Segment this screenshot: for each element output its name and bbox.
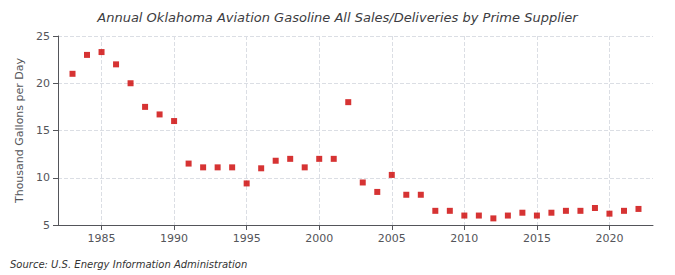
svg-text:10: 10 (36, 171, 50, 184)
svg-text:2015: 2015 (523, 232, 551, 245)
svg-text:15: 15 (36, 124, 50, 137)
svg-text:25: 25 (36, 30, 50, 43)
svg-text:2000: 2000 (305, 232, 333, 245)
svg-text:2020: 2020 (595, 232, 623, 245)
svg-text:1990: 1990 (160, 232, 188, 245)
svg-text:Source: U.S. Energy Informatio: Source: U.S. Energy Information Administ… (10, 259, 247, 270)
svg-text:Thousand Gallons per Day: Thousand Gallons per Day (13, 57, 26, 204)
svg-text:20: 20 (36, 77, 50, 90)
svg-text:2010: 2010 (450, 232, 478, 245)
svg-text:1985: 1985 (88, 232, 116, 245)
svg-text:2005: 2005 (378, 232, 406, 245)
svg-text:Annual Oklahoma Aviation Gasol: Annual Oklahoma Aviation Gasoline All Sa… (96, 10, 579, 25)
svg-text:5: 5 (43, 219, 50, 232)
svg-text:1995: 1995 (233, 232, 261, 245)
